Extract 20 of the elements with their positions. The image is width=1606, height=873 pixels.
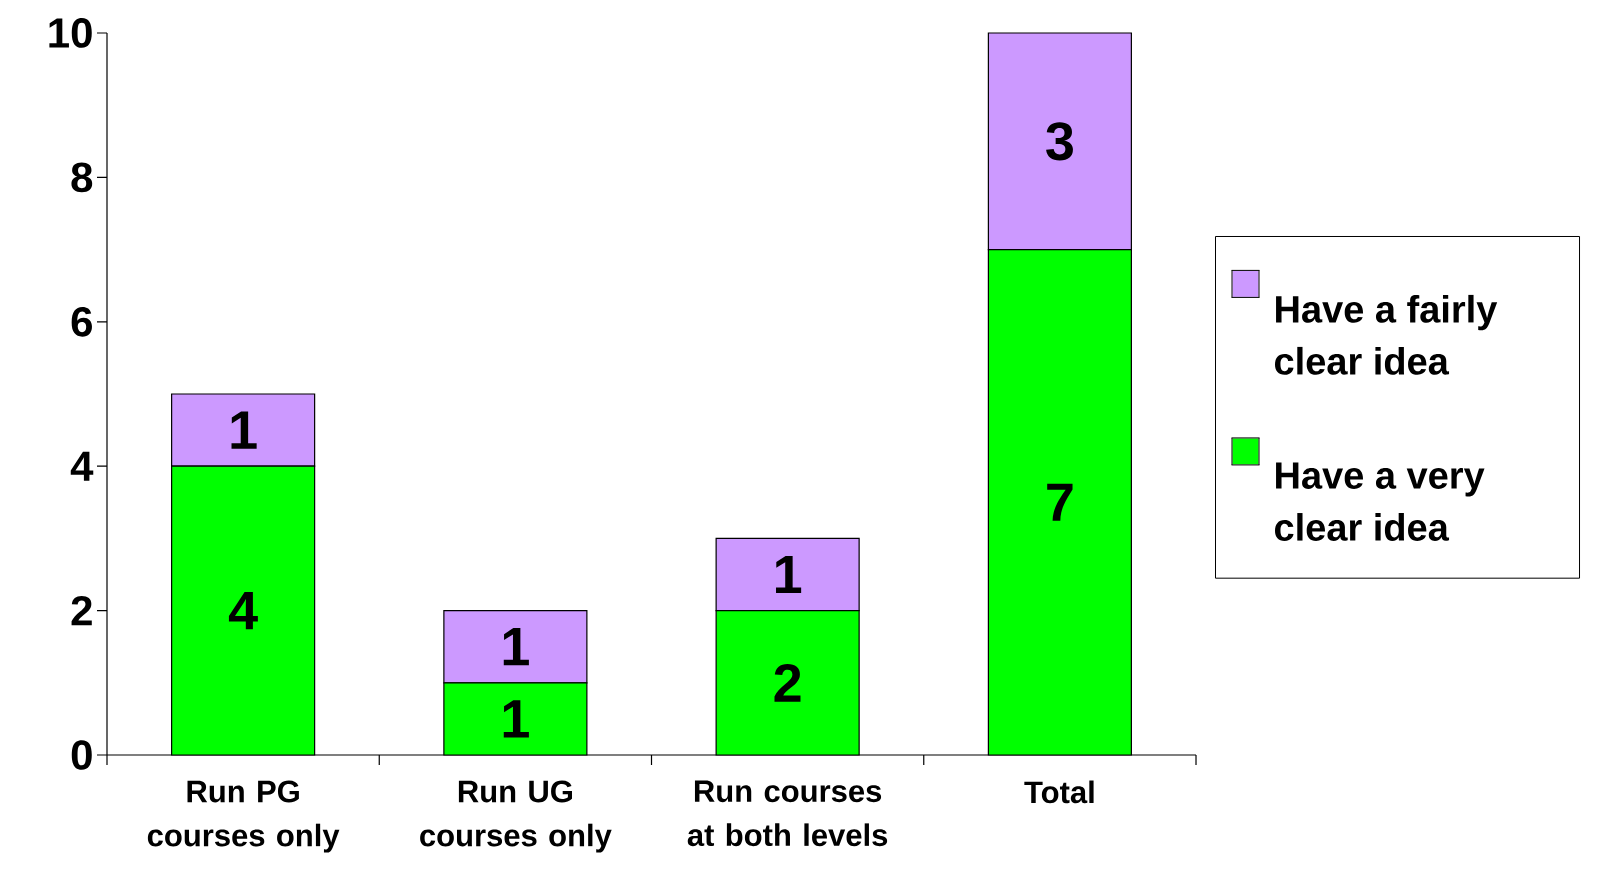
x-tick-label: Run UG courses only — [420, 780, 612, 853]
y-tick-label: 10 — [49, 18, 92, 48]
data-label: 1 — [776, 555, 802, 594]
data-label: 1 — [503, 628, 529, 666]
data-label: 1 — [503, 700, 529, 738]
x-tick-label: Run PG courses only — [147, 780, 340, 853]
y-tick-label: 4 — [70, 451, 94, 481]
y-tick-label: 8 — [71, 162, 93, 193]
data-label: 1 — [231, 411, 257, 449]
legend-label: Have a fairly clear idea — [1275, 294, 1498, 375]
x-tick-label: Total — [1024, 780, 1094, 804]
data-label: 2 — [774, 663, 801, 702]
data-label: 7 — [1047, 483, 1073, 521]
data-label: 4 — [228, 592, 258, 630]
y-tick-label: 2 — [71, 595, 92, 626]
y-tick-label: 6 — [71, 306, 92, 337]
x-tick-label: Run courses at both levels — [687, 780, 888, 847]
y-tick-label: 0 — [71, 740, 92, 770]
data-label: 3 — [1046, 122, 1073, 161]
legend-label: Have a very clear idea — [1275, 462, 1485, 541]
